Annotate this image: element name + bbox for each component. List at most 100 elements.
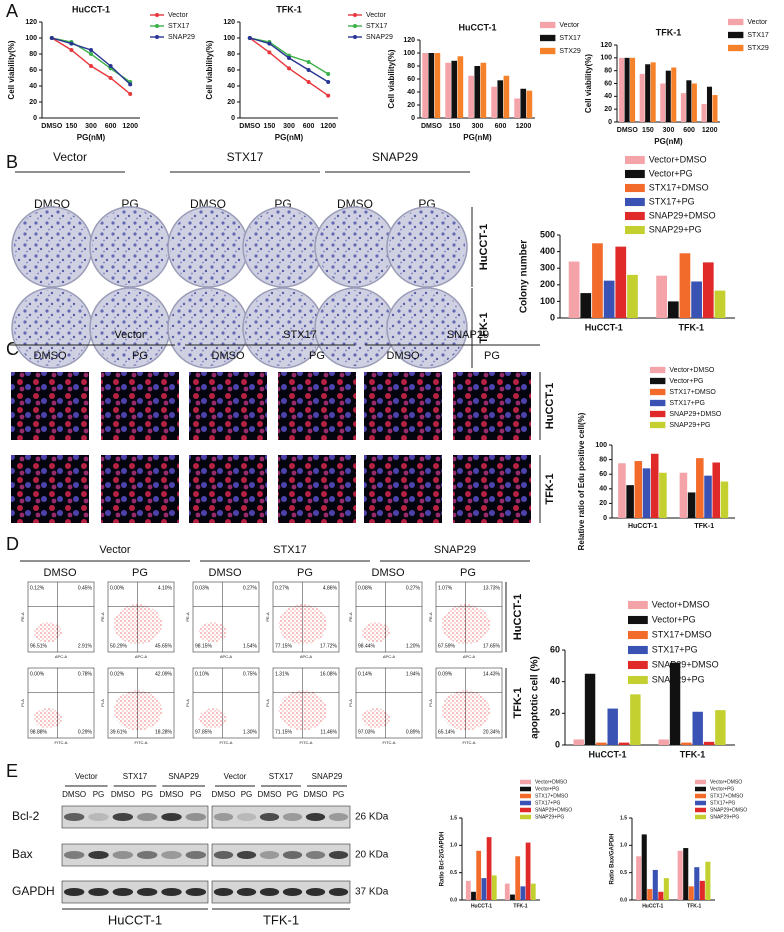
legend-swatch <box>520 786 531 792</box>
point <box>287 56 291 60</box>
bar <box>696 458 704 518</box>
x-tick-label: HuCCT-1 <box>628 523 658 530</box>
group-label: SNAP29 <box>434 544 476 556</box>
flow-x-label: APC-A <box>463 654 476 659</box>
y-tick-label: 80 <box>599 456 607 463</box>
panel-letter: E <box>6 761 18 781</box>
y-tick-label: 40 <box>599 486 607 493</box>
bar <box>652 869 658 900</box>
legend-swatch <box>520 793 531 799</box>
protein-label: Bax <box>12 847 33 861</box>
colonies <box>92 290 168 366</box>
flow-x-label: APC-A <box>220 654 233 659</box>
quadrant-value: 67.59% <box>438 643 456 649</box>
legend-label: Vector <box>559 22 580 29</box>
legend-marker <box>155 13 159 17</box>
quadrant-value: 0.75% <box>243 671 258 677</box>
panel-letter: A <box>6 1 18 21</box>
bar <box>659 472 667 518</box>
legend-swatch <box>540 34 556 42</box>
y-tick-label: 60 <box>550 644 560 654</box>
legend-label: SNAP29+DMSO <box>652 659 719 669</box>
group-label: SNAP29 <box>168 772 199 781</box>
colonies <box>245 209 321 285</box>
band <box>112 813 134 821</box>
treatment-label: DMSO <box>34 350 67 362</box>
y-tick-label: 80 <box>29 51 37 58</box>
y-tick-label: 1.5 <box>450 815 457 821</box>
chart-title: HuCCT-1 <box>459 22 497 32</box>
quadrant-value: 18.28% <box>155 729 173 735</box>
flow-y-label: PE-A <box>348 612 353 622</box>
legend-label: STX17+PG <box>669 400 705 407</box>
y-tick-label: 0 <box>608 119 612 126</box>
point <box>69 41 74 46</box>
legend-label: Vector+DMSO <box>649 154 707 164</box>
y-axis-label: Relative ratio of Edu positive cell(%) <box>577 412 586 550</box>
legend-label: SNAP29+PG <box>649 224 702 234</box>
legend-label: SNAP29+PG <box>535 814 564 820</box>
legend-label: SNAP29+DMSO <box>649 210 716 220</box>
x-tick-label: 600 <box>105 123 117 130</box>
bar <box>428 53 435 118</box>
point <box>89 52 93 56</box>
flow-y-label: PE-A <box>428 612 433 622</box>
y-tick-label: 20 <box>550 708 560 718</box>
treatment-label: PG <box>241 790 253 799</box>
flow-y-label: PI-A <box>100 699 105 707</box>
blot <box>61 843 209 867</box>
legend-marker <box>353 35 357 39</box>
bar <box>692 711 703 745</box>
point <box>306 80 311 84</box>
legend-swatch <box>650 366 666 374</box>
bar <box>712 95 718 122</box>
group-label: STX17 <box>227 150 264 164</box>
flow-y-label: PE-A <box>100 612 105 622</box>
quadrant-value: 45.65% <box>155 643 173 649</box>
y-tick-label: 80 <box>407 63 415 70</box>
treatment-label: DMSO <box>372 567 405 579</box>
x-axis-label: PG(nM) <box>275 133 304 142</box>
legend-label: Vector+DMSO <box>710 779 742 785</box>
legend-label: STX17+PG <box>710 800 736 806</box>
legend-marker <box>155 24 159 28</box>
cell-line-label: HuCCT-1 <box>544 383 556 429</box>
treatment-label: PG <box>141 790 153 799</box>
group-label: SNAP29 <box>372 150 418 164</box>
flow-x-label: FITC-A <box>463 740 476 745</box>
quadrant-value: 0.08% <box>358 585 373 591</box>
flow-y-label: PI-A <box>428 699 433 707</box>
point <box>89 64 93 68</box>
quadrant-value: 97.85% <box>195 729 213 735</box>
flow-y-label: PE-A <box>20 612 25 622</box>
colonies <box>170 209 246 285</box>
x-tick-label: TFK-1 <box>687 903 701 909</box>
quadrant-value: 71.15% <box>275 729 293 735</box>
bar <box>665 70 671 122</box>
bar <box>422 53 428 118</box>
bar <box>503 75 510 118</box>
y-tick-label: 0 <box>550 312 555 322</box>
y-tick-label: 0 <box>411 115 415 122</box>
legend-label: SNAP29 <box>168 34 195 41</box>
quadrant-value: 0.12% <box>30 585 45 591</box>
y-tick-label: 0.0 <box>450 897 457 903</box>
cell-line-label: HuCCT-1 <box>108 912 162 927</box>
point <box>306 68 311 72</box>
bar <box>457 56 464 118</box>
size-label: 20 KDa <box>355 850 389 861</box>
legend-label: SNAP29+PG <box>710 814 739 820</box>
quadrant-value: 1.31% <box>275 671 290 677</box>
bar <box>607 708 618 745</box>
band <box>259 813 280 821</box>
legend-swatch <box>695 779 706 785</box>
legend-label: SNAP29+DMSO <box>710 807 747 813</box>
quadrant-value: 1.94% <box>406 671 421 677</box>
y-tick-label: 100 <box>540 296 555 306</box>
events <box>361 622 390 643</box>
y-axis-label: Cell viability(%) <box>584 54 593 113</box>
chart-title: TFK-1 <box>656 27 682 37</box>
bar <box>694 867 700 900</box>
legend-swatch <box>650 410 666 418</box>
